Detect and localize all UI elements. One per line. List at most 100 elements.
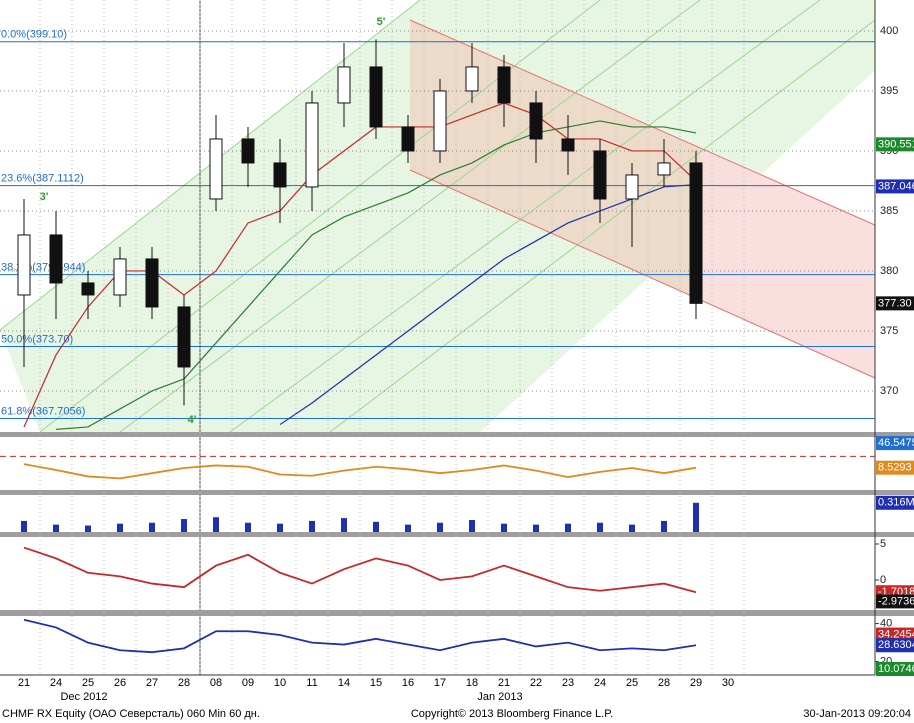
value-badge [876, 594, 914, 609]
volume-bar [565, 523, 571, 532]
candle-body [145, 258, 159, 308]
candle-body [529, 102, 543, 140]
x-tick-label: 17 [434, 677, 446, 689]
value-badge-label: -2.9736 [878, 595, 914, 607]
volume-bar [341, 518, 347, 532]
y-tick-label: 0 [880, 574, 886, 586]
y-tick-label: 400 [880, 25, 898, 37]
value-badge-label: 8.5293 [878, 462, 912, 474]
footer-right: 30-Jan-2013 09:20:04 [803, 708, 911, 720]
wave-label: 5' [377, 16, 386, 28]
volume-bar [117, 523, 123, 532]
x-tick-label: 21 [498, 677, 510, 689]
value-badge [876, 495, 914, 510]
x-tick-label: 24 [594, 677, 606, 689]
value-badge [876, 296, 914, 311]
volume-bar [501, 523, 507, 532]
panel-separators [0, 432, 914, 616]
candle-body [433, 90, 447, 152]
footer-left: CHMF RX Equity (ОАО Северсталь) 060 Min … [2, 708, 260, 720]
value-badge-label: 34.2454 [878, 628, 914, 640]
volume-bar [53, 524, 59, 532]
wave-label: 4' [188, 414, 197, 426]
y-tick-label: 380 [880, 265, 898, 277]
value-badge-label: 0.316M [878, 497, 914, 509]
volume-bar [245, 522, 251, 532]
volume-bar [437, 522, 443, 532]
volume-bar [277, 523, 283, 532]
x-tick-label: 21 [18, 677, 30, 689]
value-badge [876, 460, 914, 475]
candle-body [657, 162, 671, 176]
value-badge [876, 137, 914, 152]
value-badge [876, 436, 914, 451]
y-tick-label: 40 [880, 618, 892, 630]
x-group-label: Jan 2013 [477, 691, 522, 703]
value-badge [876, 638, 914, 653]
x-tick-label: 10 [274, 677, 286, 689]
x-tick-label: 25 [82, 677, 94, 689]
value-badge-label: 28.6304 [878, 639, 914, 651]
x-tick-label: 28 [658, 677, 670, 689]
volume-bar [405, 524, 411, 532]
x-tick-label: 16 [402, 677, 414, 689]
x-tick-label: 27 [146, 677, 158, 689]
volume-bar [21, 520, 27, 532]
value-badge-label: 10.0746 [878, 663, 914, 675]
value-badge-label: 46.5475 [878, 437, 914, 449]
candle-body [177, 306, 191, 368]
fib-label: 61.8%(367.7056) [1, 405, 85, 417]
candle-body [241, 138, 255, 164]
fib-label: 23.6%(387.1112) [1, 173, 84, 185]
x-tick-label: 25 [626, 677, 638, 689]
x-tick-label: 24 [50, 677, 62, 689]
candle-body [17, 234, 31, 296]
y-tick-label: 385 [880, 205, 898, 217]
x-tick-label: 30 [722, 677, 734, 689]
volume-bar [373, 521, 379, 532]
x-tick-label: 11 [306, 677, 317, 689]
candle-body [369, 66, 383, 128]
value-badge-label: 377.30 [878, 297, 912, 309]
candle-body [401, 126, 415, 152]
value-badge [876, 179, 914, 194]
value-badge [876, 627, 914, 642]
volume-bar [309, 520, 315, 532]
y-tick-label: 5 [880, 538, 886, 550]
x-tick-label: 22 [530, 677, 542, 689]
volume-bar [213, 517, 219, 532]
x-tick-label: 08 [210, 677, 222, 689]
moving-average [279, 183, 697, 426]
fib-label: 38.2%(379.6944) [1, 262, 85, 274]
footer-center: Copyright© 2013 Bloomberg Finance L.P. [411, 708, 613, 720]
volume-bar [469, 519, 475, 532]
x-tick-label: 14 [338, 677, 350, 689]
x-tick-label: 15 [370, 677, 382, 689]
candle-body [497, 66, 511, 104]
candle-body [305, 102, 319, 188]
green-channel [0, 0, 875, 432]
x-tick-label: 29 [690, 677, 702, 689]
wave-label: 3' [40, 191, 49, 203]
x-group-label: Dec 2012 [60, 691, 107, 703]
indicator-line [23, 618, 697, 654]
candle-body [273, 162, 287, 188]
y-tick-label: 375 [880, 325, 898, 337]
moving-average [23, 102, 697, 428]
x-tick-label: 23 [562, 677, 574, 689]
x-tick-label: 18 [466, 677, 478, 689]
volume-bar [693, 502, 699, 532]
value-badge-label: 390.551 [878, 138, 914, 150]
candle-body [337, 66, 351, 104]
candle-body [465, 66, 479, 92]
x-tick-label: 28 [178, 677, 190, 689]
fib-label: 50.0%(373.70) [1, 333, 73, 345]
volume-bar [181, 519, 187, 532]
indicator-line [23, 463, 697, 480]
volume-bar [661, 520, 667, 532]
candle-body [113, 258, 127, 296]
beige-zone [410, 20, 700, 300]
candle-body [561, 138, 575, 152]
candle-body [689, 162, 703, 304]
